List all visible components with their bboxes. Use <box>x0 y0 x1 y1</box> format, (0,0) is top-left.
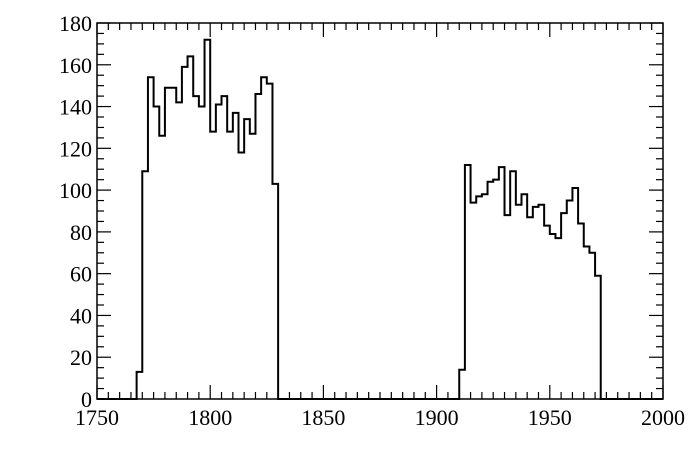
histogram-bin <box>550 234 556 399</box>
histogram-bin <box>544 226 550 399</box>
y-tick-label: 100 <box>59 178 92 203</box>
y-tick-labels: 0 20 40 60 80 100 120 140 160 180 <box>59 11 92 412</box>
histogram-bin <box>193 96 199 399</box>
histogram-bin <box>471 203 477 399</box>
histogram-bin <box>159 136 165 399</box>
histogram-bin <box>505 215 511 399</box>
histogram-bin <box>222 96 228 399</box>
x-tick-label: 1900 <box>415 405 459 430</box>
histogram-bin <box>250 134 256 399</box>
histogram-bin <box>188 56 194 399</box>
y-tick-label: 140 <box>59 95 92 120</box>
histogram-bin <box>493 180 499 399</box>
histogram-bin <box>244 119 250 399</box>
y-tick-label: 80 <box>70 220 92 245</box>
x-tick-label: 1950 <box>528 405 572 430</box>
histogram-bin <box>578 224 584 399</box>
x-tick-label: 1850 <box>301 405 345 430</box>
histogram-bin <box>239 153 245 399</box>
histogram-bin <box>476 196 482 399</box>
histogram-bin <box>516 205 522 399</box>
histogram-bin <box>527 217 533 399</box>
histogram-bin <box>154 107 160 399</box>
histogram-bin <box>584 247 590 399</box>
histogram-bin <box>176 102 182 399</box>
y-tick-label: 0 <box>81 387 92 412</box>
y-tick-label: 120 <box>59 136 92 161</box>
x-tick-label: 2000 <box>641 405 685 430</box>
histogram-bin <box>182 67 188 399</box>
histogram-bin <box>538 205 544 399</box>
y-tick-label: 60 <box>70 262 92 287</box>
axis-ticks <box>96 22 664 400</box>
histogram-bins <box>137 40 601 399</box>
histogram-bin <box>216 104 222 399</box>
histogram-outline <box>97 38 663 400</box>
y-tick-label: 160 <box>59 53 92 78</box>
histogram-bin <box>171 88 177 399</box>
histogram-bin <box>233 113 239 399</box>
histogram-bin <box>533 207 539 399</box>
histogram-bin <box>488 182 494 399</box>
histogram-bin <box>210 132 216 399</box>
histogram-bin <box>482 194 488 399</box>
histogram-bin <box>227 132 233 399</box>
x-tick-label: 1750 <box>75 405 119 430</box>
histogram-bin <box>555 238 561 399</box>
histogram-bin <box>567 201 573 399</box>
histogram-bin <box>199 107 205 399</box>
y-tick-label: 180 <box>59 11 92 36</box>
histogram-bin <box>522 194 528 399</box>
histogram-bin <box>561 213 567 399</box>
histogram-bin <box>255 94 261 399</box>
y-tick-label: 20 <box>70 345 92 370</box>
histogram-bin <box>261 77 267 399</box>
x-tick-label: 1800 <box>188 405 232 430</box>
x-tick-labels: 1750 1800 1850 1900 1950 2000 <box>75 405 685 430</box>
y-tick-label: 40 <box>70 303 92 328</box>
